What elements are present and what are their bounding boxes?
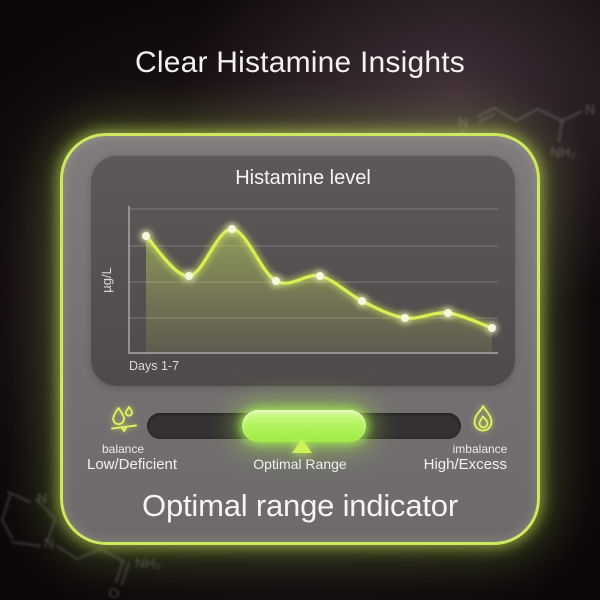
data-points	[139, 222, 499, 335]
area-fill	[146, 228, 492, 353]
imbalance-caption: imbalance	[452, 442, 508, 456]
footer-title: Optimal range indicator	[142, 488, 458, 523]
page-title: Clear Histamine Insights	[135, 46, 465, 79]
y-axis-label: µg/L	[99, 267, 114, 293]
mol-label-n2: N	[585, 101, 595, 117]
flame-icon	[473, 405, 493, 432]
label-optimal-range: Optimal Range	[253, 456, 347, 472]
mol-label-nh2: NH₂	[135, 555, 161, 571]
balance-caption: balance	[101, 442, 145, 456]
chart-axes	[128, 206, 498, 354]
chart-panel: Histamine level µg/L Days 1-7	[91, 155, 515, 386]
balance-droplets-icon	[111, 406, 137, 432]
optimal-range-pill[interactable]	[242, 410, 366, 442]
insights-card: Histamine level µg/L Days 1-7	[60, 133, 540, 545]
mol-label-o: O	[109, 585, 120, 600]
chart-title: Histamine level	[235, 167, 371, 189]
histamine-chart: µg/L Days 1-7	[99, 206, 499, 373]
range-pointer-icon	[292, 439, 312, 453]
label-low-deficient: Low/Deficient	[87, 456, 178, 473]
mol-label-n1: N	[37, 490, 47, 506]
mol-label-n1: N	[458, 114, 468, 130]
label-high-excess: High/Excess	[423, 456, 507, 473]
mol-label-nh2: NH₂	[550, 144, 576, 160]
x-axis-label: Days 1-7	[129, 359, 179, 373]
mol-label-n2: N	[44, 535, 54, 551]
